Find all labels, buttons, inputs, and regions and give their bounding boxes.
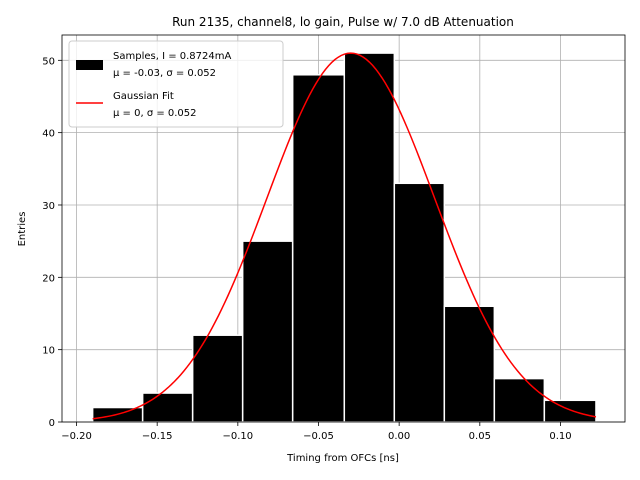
x-tick-label: −0.15: [142, 431, 173, 442]
y-tick-label: 40: [42, 129, 55, 140]
y-tick-label: 50: [42, 56, 55, 67]
x-axis-label: Timing from OFCs [ns]: [286, 453, 399, 464]
histogram-bar: [443, 305, 496, 423]
gaussian-fit-line: [92, 52, 597, 420]
y-tick-label: 30: [42, 201, 55, 212]
x-tick-label: 0.00: [388, 431, 410, 442]
legend-samples-swatch: [76, 60, 103, 70]
x-tick-label: 0.05: [469, 431, 491, 442]
y-tick-label: 0: [49, 418, 55, 429]
histogram-bar: [343, 52, 396, 423]
histogram-bar: [141, 392, 194, 423]
x-tick-label: −0.05: [303, 431, 334, 442]
y-axis-ticks: 0 10 20 30 40 50: [42, 56, 62, 429]
x-axis-ticks: −0.20 −0.15 −0.10 −0.05 0.00 0.05 0.10: [61, 422, 572, 442]
histogram-bar: [543, 399, 597, 423]
legend-fit-stats: μ = 0, σ = 0.052: [113, 108, 197, 119]
legend-samples-stats: μ = -0.03, σ = 0.052: [113, 68, 216, 79]
x-tick-label: −0.10: [223, 431, 254, 442]
legend-samples-label: Samples, I = 0.8724mA: [113, 51, 231, 62]
histogram-bars: [91, 52, 597, 423]
y-tick-label: 20: [42, 273, 55, 284]
legend: Samples, I = 0.8724mA μ = -0.03, σ = 0.0…: [68, 40, 284, 128]
histogram-bar: [291, 74, 346, 423]
y-axis-label: Entries: [17, 212, 28, 247]
x-tick-label: 0.10: [549, 431, 571, 442]
legend-box: [68, 40, 284, 128]
histogram-bar: [241, 240, 294, 423]
y-tick-label: 10: [42, 346, 55, 357]
chart-title: Run 2135, channel8, lo gain, Pulse w/ 7.…: [172, 15, 514, 29]
plot-frame: [61, 34, 626, 423]
legend-fit-label: Gaussian Fit: [113, 91, 174, 102]
histogram-bar: [191, 334, 244, 423]
histogram-bar: [393, 182, 446, 423]
x-tick-label: −0.20: [61, 431, 92, 442]
histogram-bar: [493, 377, 546, 423]
